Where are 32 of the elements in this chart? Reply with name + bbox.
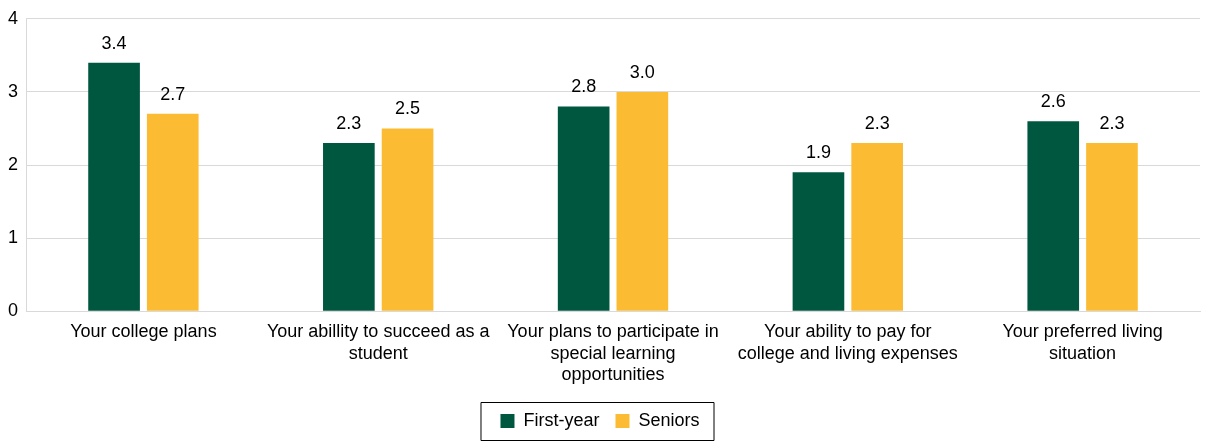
data-label: 2.5 xyxy=(395,98,421,119)
x-tick-label: Your abillity to succeed as a student xyxy=(266,320,491,363)
data-label: 2.3 xyxy=(336,113,362,134)
data-label: 2.3 xyxy=(864,113,890,134)
x-tick-label: Your ability to pay for college and living expenses xyxy=(737,320,958,363)
bar xyxy=(1027,121,1080,311)
data-label: 1.9 xyxy=(805,142,831,163)
bar xyxy=(146,113,199,311)
data-label: 2.3 xyxy=(1099,113,1125,134)
bar xyxy=(851,143,903,311)
y-tick-label: 1 xyxy=(8,227,19,248)
data-label: 2.7 xyxy=(160,83,186,104)
bar xyxy=(792,172,845,311)
data-label: 3.4 xyxy=(101,32,127,53)
x-tick-label: Your college plans xyxy=(70,320,217,341)
legend-label: First-year xyxy=(523,409,600,430)
y-tick-label: 4 xyxy=(8,7,19,28)
y-tick-label: 2 xyxy=(8,153,19,174)
y-tick-label: 3 xyxy=(8,80,19,101)
bar xyxy=(381,128,434,311)
data-label: 3.0 xyxy=(629,61,655,82)
bar xyxy=(1086,143,1138,311)
y-tick-label: 0 xyxy=(8,300,19,321)
data-label: 2.8 xyxy=(571,76,597,97)
bar xyxy=(557,106,610,311)
bar xyxy=(616,91,669,311)
legend-label: Seniors xyxy=(638,409,700,430)
x-tick-label: Your preferred living situation xyxy=(1002,320,1163,363)
x-tick-label: Your plans to participate in special learning opportunities xyxy=(507,320,719,385)
data-label: 2.6 xyxy=(1040,91,1066,112)
bar xyxy=(88,62,140,311)
bar xyxy=(323,143,375,311)
